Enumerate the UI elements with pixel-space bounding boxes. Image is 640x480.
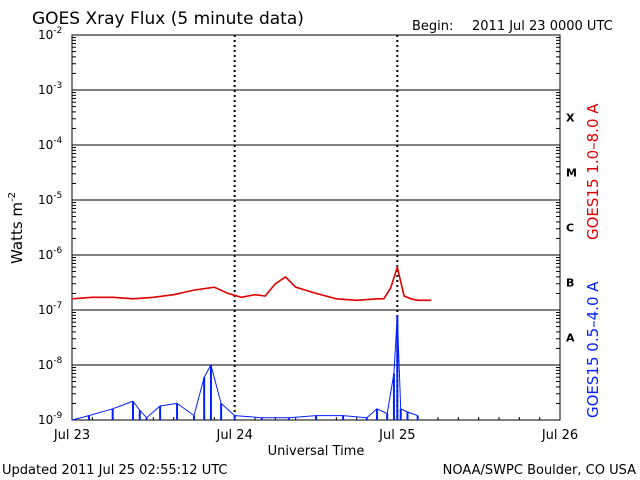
credit-text: NOAA/SWPC Boulder, CO USA (443, 463, 636, 478)
data-series (72, 267, 431, 420)
grid-lines (72, 35, 560, 420)
y-tick-base: 10 (38, 413, 53, 427)
flare-class-label: M (566, 167, 577, 180)
flare-class-label: A (566, 332, 575, 345)
y-tick-label: 10-2 (38, 26, 62, 42)
flare-class-label: X (566, 112, 575, 125)
begin-value: 2011 Jul 23 0000 UTC (472, 19, 613, 34)
y-tick-exp: -2 (53, 26, 62, 36)
y-tick-exp: -7 (53, 301, 62, 311)
y-tick-label: 10-5 (38, 191, 62, 207)
y-tick-exp: -8 (53, 356, 62, 366)
y-tick-base: 10 (38, 358, 53, 372)
y-tick-base: 10 (38, 28, 53, 42)
plot-frame (72, 35, 560, 420)
y-tick-base: 10 (38, 138, 53, 152)
y-tick-label: 10-4 (38, 136, 63, 152)
begin-label: Begin: (412, 19, 453, 34)
y-axis-label-exp: -2 (7, 192, 18, 202)
y-tick-exp: -5 (53, 191, 62, 201)
chart-title: GOES Xray Flux (5 minute data) (32, 9, 304, 29)
updated-timestamp: Updated 2011 Jul 25 02:55:12 UTC (2, 463, 227, 478)
flare-class-label: B (566, 277, 574, 290)
y-axis-label-base: Watts m (8, 202, 26, 264)
y-tick-label: 10-8 (38, 356, 63, 372)
y-tick-label: 10-3 (38, 81, 62, 97)
y-tick-exp: -3 (53, 81, 62, 91)
y-tick-label: 10-9 (38, 411, 63, 427)
y-tick-label: 10-6 (38, 246, 63, 262)
x-tick-labels: Jul 23 Jul 24 Jul 25 Jul 26 (53, 428, 578, 443)
short-channel-label: GOES15 0.5–4.0 A (584, 281, 602, 418)
y-tick-exp: -9 (53, 411, 62, 421)
y-tick-base: 10 (38, 83, 53, 97)
x-tick-label: Jul 26 (541, 428, 578, 443)
flare-class-label: C (566, 222, 574, 235)
y-tick-label: 10-7 (38, 301, 62, 317)
y-tick-exp: -6 (53, 246, 62, 256)
long-channel-label: GOES15 1.0–8.0 A (584, 103, 602, 240)
series-short-line (72, 315, 418, 420)
series-long-line (72, 267, 431, 300)
y-tick-base: 10 (38, 193, 53, 207)
x-tick-label: Jul 25 (378, 428, 415, 443)
y-tick-exp: -4 (53, 136, 62, 146)
y-tick-base: 10 (38, 303, 53, 317)
x-axis-label: Universal Time (268, 444, 365, 459)
y-axis-label: Watts m-2 (7, 192, 26, 264)
y-tick-labels: 10-210-310-410-510-610-710-810-9 (38, 26, 63, 427)
flare-class-labels: X M C B A (566, 112, 577, 345)
y-tick-base: 10 (38, 248, 53, 262)
x-tick-label: Jul 23 (53, 428, 90, 443)
x-tick-label: Jul 24 (215, 428, 252, 443)
